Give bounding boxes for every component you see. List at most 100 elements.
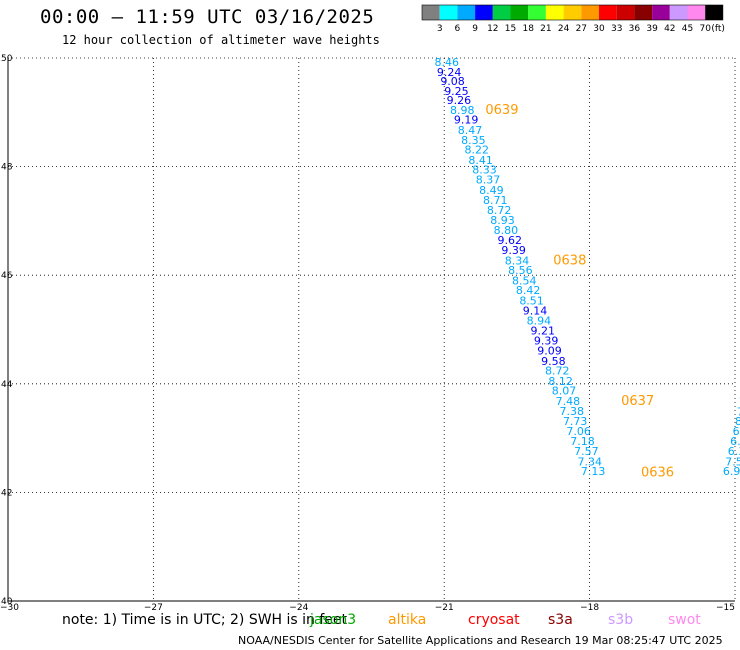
color-swatch — [599, 5, 617, 20]
colorbar-label: 33 — [611, 24, 622, 34]
swh-value: 8.37 — [476, 173, 501, 186]
swh-value: 7. — [739, 396, 740, 409]
color-swatch — [475, 5, 493, 20]
chart-title: 00:00 – 11:59 UTC 03/16/2025 — [40, 6, 375, 28]
colorbar-label: 18 — [522, 24, 534, 34]
swh-value: 9.39 — [501, 244, 525, 257]
swh-value: 9.19 — [454, 114, 479, 127]
satellite-s3b: s3b — [608, 612, 634, 628]
color-swatch — [705, 5, 723, 20]
swh-value: 7. — [737, 405, 740, 418]
swh-value: 8.41 — [468, 154, 493, 167]
colorbar-label: 42 — [664, 24, 675, 34]
satellite-s3a: s3a — [548, 612, 573, 628]
color-swatch — [439, 5, 458, 20]
color-swatch — [528, 5, 546, 20]
units-note: note: 1) Time is in UTC; 2) SWH is in fe… — [62, 612, 348, 628]
swh-value: 9.26 — [447, 94, 472, 107]
swh-value: 8.51 — [519, 295, 544, 308]
colorbar-label: 27 — [576, 24, 587, 34]
swh-value: 8.33 — [472, 164, 497, 177]
color-swatch — [457, 5, 476, 20]
colorbar-label: 45 — [682, 24, 693, 34]
pass-time-labels: 0639 0638 0637 0636 — [485, 103, 674, 481]
colorbar-label: 24 — [558, 24, 570, 34]
colorbar-label: 12 — [487, 24, 498, 34]
swh-value: 7.06 — [566, 425, 591, 438]
swh-value: 9.25 — [444, 85, 469, 98]
x-tick-label: −27 — [144, 603, 163, 613]
swh-value: 9.14 — [523, 304, 548, 317]
color-swatch — [422, 5, 440, 20]
colorbar-label: 39 — [646, 24, 658, 34]
y-tick-label: 42 — [1, 488, 12, 498]
swh-value: 7.18 — [570, 435, 595, 448]
colorbar-label: 3 — [437, 24, 443, 34]
swh-value: 8.07 — [552, 385, 577, 398]
colorbar-unit: (ft) — [711, 24, 725, 34]
satellite-altika: altika — [388, 612, 427, 628]
colorbar-label: 30 — [593, 24, 605, 34]
x-axis-ticks: −30 −27 −24 −21 −18 −15 — [0, 603, 735, 613]
swh-value: 7.38 — [560, 405, 585, 418]
satellite-cryosat: cryosat — [468, 612, 520, 628]
footer-credit: NOAA/NESDIS Center for Satellite Applica… — [238, 634, 723, 647]
swh-value: 8.35 — [461, 134, 486, 147]
swh-value: 8.80 — [494, 224, 519, 237]
swh-value: 7.34 — [577, 455, 602, 468]
swh-values: 8.469.249.089.259.268.989.198.478.358.22… — [435, 56, 740, 478]
colorbar-label: 9 — [472, 24, 478, 34]
swh-value: 8.2 — [735, 415, 740, 428]
satellite-swot: swot — [668, 612, 701, 628]
colorbar-label: 15 — [505, 24, 516, 34]
swh-value: 8.94 — [527, 315, 552, 328]
color-swatch — [510, 5, 529, 20]
swh-value: 6.97 — [723, 465, 740, 478]
swh-value: 9.09 — [537, 344, 562, 357]
satellite-legend: jason3 altika cryosat s3a s3b swot — [300, 612, 740, 630]
swh-value: 8.34 — [505, 254, 530, 267]
color-swatch — [652, 5, 670, 20]
color-swatch — [545, 5, 564, 20]
color-swatch — [634, 5, 653, 20]
y-axis-ticks: 50 48 46 44 42 40 — [1, 54, 13, 607]
satellite-jason3: jason3 — [310, 612, 357, 628]
color-swatch — [616, 5, 635, 20]
swh-value: 7.13 — [581, 465, 606, 478]
swh-value: 7.48 — [556, 395, 581, 408]
x-tick-label: −18 — [580, 603, 599, 613]
y-tick-label: 48 — [1, 163, 13, 173]
pass-time-label: 0637 — [621, 394, 654, 409]
x-tick-label: −15 — [716, 603, 735, 613]
colorbar-label: 21 — [540, 24, 551, 34]
swh-value: 9.21 — [530, 324, 555, 337]
swh-value: 8.56 — [508, 264, 533, 277]
colorbar-label: 6 — [455, 24, 461, 34]
swh-value: 7.53 — [725, 455, 740, 468]
x-tick-label: −24 — [289, 603, 308, 613]
color-swatch — [581, 5, 599, 20]
y-tick-label: 44 — [1, 380, 13, 390]
y-tick-label: 40 — [1, 597, 13, 607]
swh-value: 8.46 — [435, 56, 460, 69]
colorbar-frame — [421, 4, 724, 21]
swh-value: 8.42 — [516, 284, 541, 297]
y-tick-label: 46 — [1, 271, 13, 281]
swh-value: 8.98 — [450, 104, 475, 117]
chart-subtitle: 12 hour collection of altimeter wave hei… — [62, 33, 380, 47]
swh-value: 9.39 — [534, 335, 559, 348]
swh-value: 7.73 — [563, 415, 588, 428]
swh-value: 6.8 — [733, 425, 740, 438]
swh-value: 8.54 — [512, 274, 537, 287]
swh-value: 9.58 — [541, 355, 566, 368]
swh-value: 8.22 — [465, 144, 490, 157]
swh-value: 9.62 — [498, 234, 522, 247]
swh-value: 8.72 — [487, 204, 512, 217]
color-swatch — [563, 5, 582, 20]
color-swatch — [687, 5, 706, 20]
swh-value: 8.72 — [545, 365, 570, 378]
colorbar-label: 70 — [699, 24, 711, 34]
color-swatch — [492, 5, 511, 20]
colorbar-label: 36 — [629, 24, 641, 34]
